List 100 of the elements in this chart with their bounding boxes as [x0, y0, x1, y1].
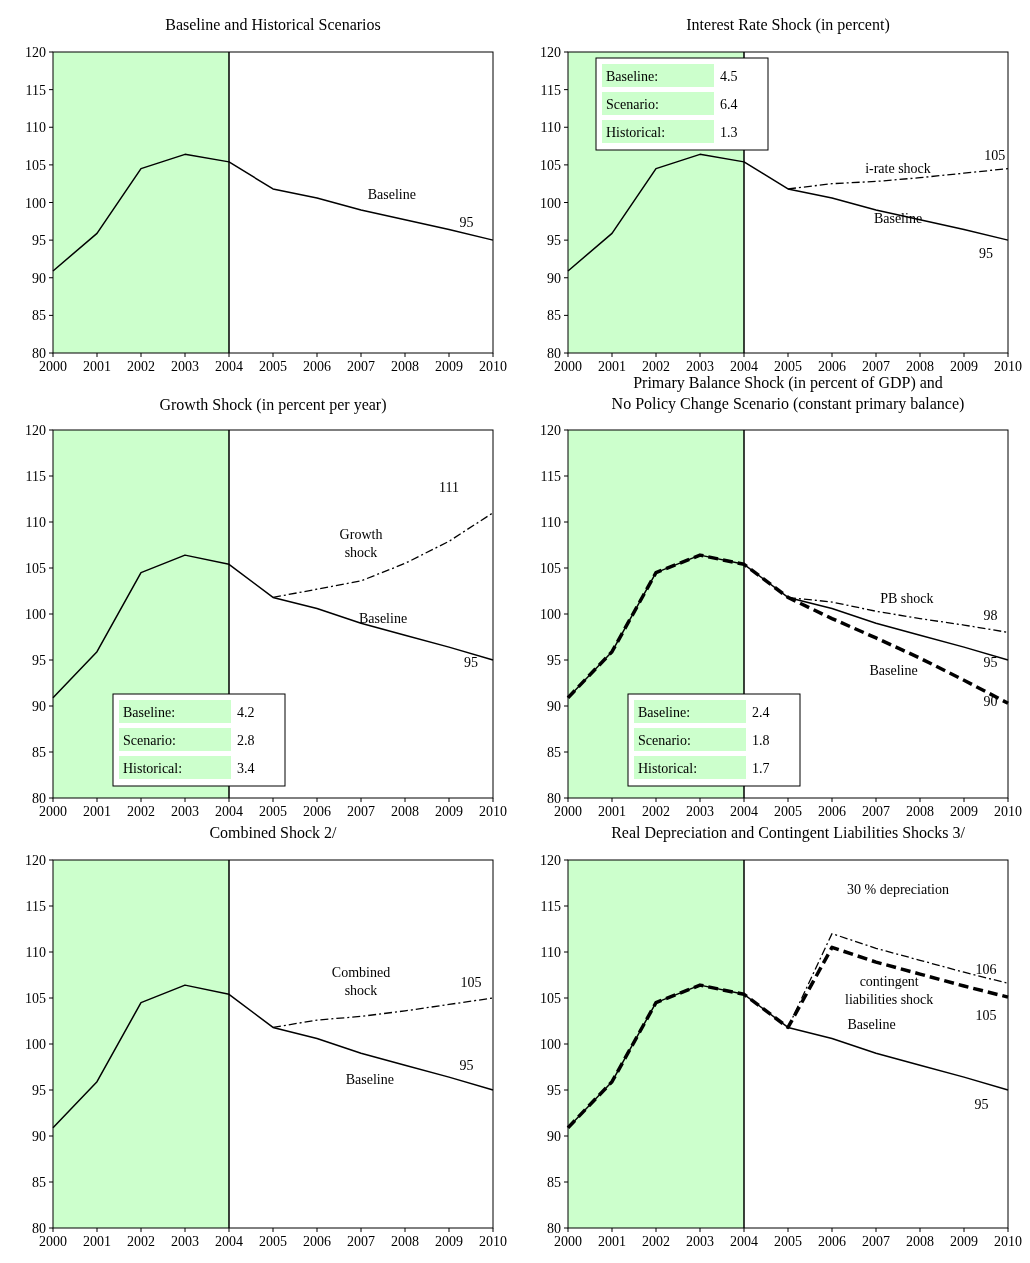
y-tick-label: 110	[25, 120, 46, 136]
x-tick-label: 2003	[171, 359, 199, 374]
x-tick-label: 2008	[906, 804, 934, 819]
x-tick-label: 2002	[642, 359, 670, 374]
x-tick-label: 2003	[686, 804, 714, 819]
x-tick-label: 2002	[127, 359, 155, 374]
y-tick-label: 105	[540, 157, 561, 173]
annotation: Growth shock	[339, 526, 383, 560]
x-tick-label: 2002	[127, 804, 155, 819]
x-tick-label: 2009	[950, 1234, 978, 1249]
annotation: contingent liabilities shock	[845, 974, 934, 1008]
y-tick-label: 80	[547, 791, 561, 806]
annotation: Baseline	[847, 1017, 896, 1033]
x-tick-label: 2006	[303, 1234, 331, 1249]
x-tick-label: 2005	[259, 1234, 287, 1249]
x-tick-label: 2010	[479, 1234, 507, 1249]
x-tick-label: 2003	[686, 1234, 714, 1249]
x-tick-label: 2001	[598, 1234, 626, 1249]
x-tick-label: 2001	[83, 359, 111, 374]
x-tick-label: 2004	[730, 359, 758, 374]
x-tick-label: 2008	[906, 1234, 934, 1249]
x-tick-label: 2007	[347, 359, 375, 374]
y-tick-label: 105	[540, 561, 561, 576]
x-tick-label: 2008	[906, 359, 934, 374]
x-tick-label: 2000	[39, 1234, 67, 1249]
x-tick-label: 2001	[598, 804, 626, 819]
chart-title: Interest Rate Shock (in percent)	[686, 16, 890, 34]
y-tick-label: 85	[547, 1175, 561, 1190]
x-tick-label: 2001	[83, 804, 111, 819]
x-tick-label: 2010	[479, 804, 507, 819]
x-tick-label: 2010	[479, 359, 507, 374]
annotation: Baseline	[873, 210, 923, 226]
y-tick-label: 90	[547, 699, 561, 714]
annotation: 95	[979, 246, 993, 262]
x-tick-label: 2008	[391, 804, 419, 819]
y-tick-label: 80	[547, 346, 561, 361]
y-tick-label: 90	[32, 270, 46, 286]
y-tick-label: 90	[32, 1129, 46, 1144]
x-tick-label: 2008	[391, 359, 419, 374]
y-tick-label: 110	[25, 515, 46, 530]
x-tick-label: 2002	[127, 1234, 155, 1249]
y-tick-label: 95	[32, 653, 46, 668]
y-tick-label: 110	[25, 945, 46, 960]
x-tick-label: 2005	[259, 359, 287, 374]
y-tick-label: 85	[547, 308, 561, 324]
x-tick-label: 2004	[215, 359, 243, 374]
x-tick-label: 2005	[774, 359, 802, 374]
text-box: Baseline: 4.5 Scenario: 6.4 Historical: 1.3	[595, 57, 769, 151]
annotation: 105	[460, 974, 482, 990]
annotation: 111	[439, 479, 459, 495]
annotation: PB shock	[880, 590, 934, 606]
x-tick-label: 2010	[994, 1234, 1022, 1249]
y-tick-label: 95	[547, 233, 561, 249]
annotation: Baseline	[869, 662, 918, 678]
annotation: i-rate shock	[865, 161, 931, 177]
y-tick-label: 120	[540, 853, 561, 868]
y-tick-label: 115	[540, 899, 561, 914]
y-tick-label: 80	[32, 1221, 46, 1236]
y-tick-label: 85	[32, 1175, 46, 1190]
y-tick-label: 105	[25, 561, 46, 576]
x-tick-label: 2000	[554, 1234, 582, 1249]
text-box: Baseline: 4.2 Scenario: 2.8 Historical: 3.4	[112, 693, 286, 787]
y-tick-label: 105	[25, 157, 46, 173]
x-tick-label: 2010	[994, 359, 1022, 374]
y-tick-label: 120	[540, 45, 561, 60]
annotation: 106	[975, 962, 997, 978]
y-tick-label: 80	[32, 346, 46, 361]
y-tick-label: 110	[540, 120, 561, 136]
y-tick-label: 95	[32, 233, 46, 249]
y-tick-label: 105	[540, 991, 561, 1006]
x-tick-label: 2003	[171, 804, 199, 819]
x-tick-label: 2001	[598, 359, 626, 374]
x-tick-label: 2007	[862, 1234, 890, 1249]
x-tick-label: 2006	[303, 359, 331, 374]
x-tick-label: 2005	[774, 1234, 802, 1249]
chart-title: Primary Balance Shock (in percent of GDP) and No Policy Change Scenario (constant primary balance)	[611, 374, 965, 413]
x-tick-label: 2009	[435, 1234, 463, 1249]
y-tick-label: 120	[25, 423, 46, 438]
y-tick-label: 105	[25, 991, 46, 1006]
y-tick-label: 115	[540, 82, 561, 98]
x-tick-label: 2007	[862, 359, 890, 374]
annotation: 95	[459, 1057, 474, 1073]
x-tick-label: 2010	[994, 804, 1022, 819]
y-tick-label: 100	[25, 607, 46, 622]
x-tick-label: 2006	[818, 804, 846, 819]
x-tick-label: 2009	[435, 359, 463, 374]
annotation: 95	[983, 655, 998, 671]
x-tick-label: 2009	[950, 804, 978, 819]
annotation: Combined shock	[331, 964, 391, 998]
y-tick-label: 100	[540, 195, 561, 211]
y-tick-label: 115	[540, 469, 561, 484]
x-tick-label: 2005	[774, 804, 802, 819]
y-tick-label: 120	[25, 45, 46, 60]
x-tick-label: 2002	[642, 1234, 670, 1249]
x-tick-label: 2000	[39, 804, 67, 819]
chart-title: Real Depreciation and Contingent Liabilities Shocks 3/	[611, 824, 966, 842]
y-tick-label: 90	[32, 699, 46, 714]
x-tick-label: 2000	[554, 359, 582, 374]
y-tick-label: 110	[540, 945, 561, 960]
y-tick-label: 90	[547, 1129, 561, 1144]
